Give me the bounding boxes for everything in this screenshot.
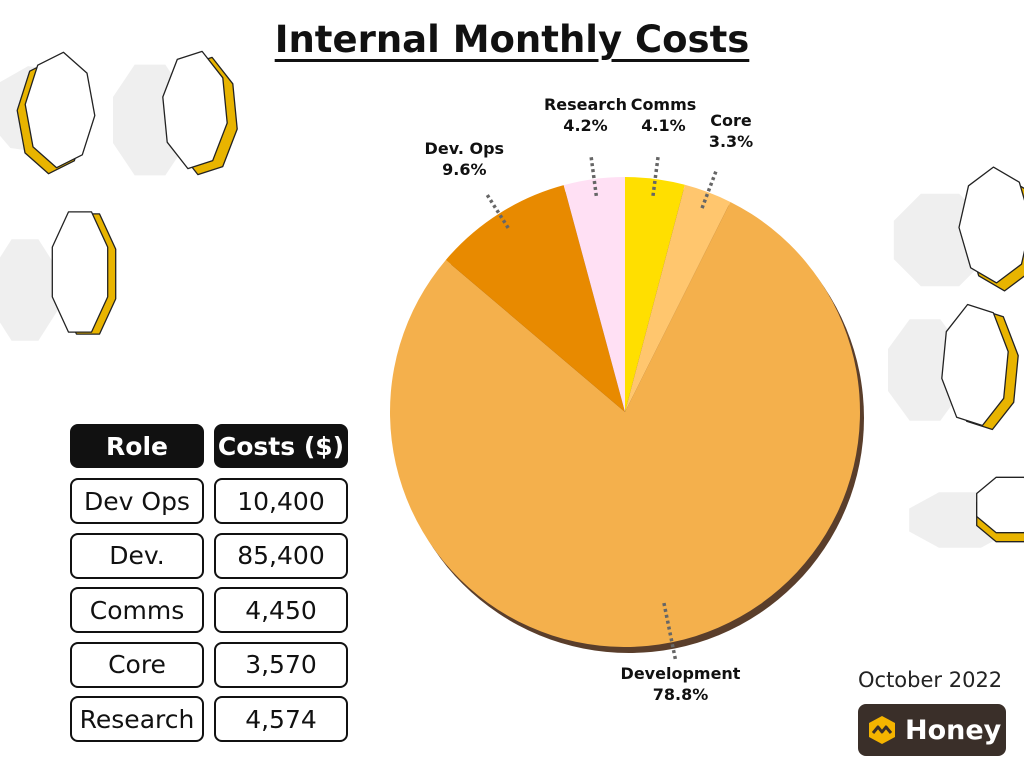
table-cell-role: Research [70, 696, 204, 742]
table-header-role: Role [70, 424, 204, 468]
pie-slice-comms [625, 177, 685, 412]
table-cell-role: Dev Ops [70, 478, 204, 524]
pie-leader-line [700, 168, 719, 209]
page-title: Internal Monthly Costs [274, 18, 750, 61]
pie-label-value: 4.2% [563, 115, 608, 135]
pie-label-name: Development [620, 664, 741, 684]
table-cell-cost: 4,450 [214, 587, 348, 633]
pie-slice-research [563, 177, 625, 412]
pie-slice-core [625, 184, 731, 412]
pie-label-name: Core [710, 111, 752, 131]
pie-label: Research 4.2% [544, 94, 627, 136]
table-cell-cost: 10,400 [214, 478, 348, 524]
table-cell-cost: 85,400 [214, 532, 348, 579]
table-cell-role: Comms [70, 587, 204, 633]
pie-label-value: 78.8% [652, 685, 709, 705]
pie-slice-dev-ops [445, 185, 625, 412]
table-cell-cost: 4,574 [214, 696, 348, 742]
pie-leader-line [484, 191, 510, 229]
pie-label: Development 78.8% [621, 663, 741, 705]
pie-label: Core 3.3% [709, 110, 753, 152]
pie-label-value: 4.1% [641, 115, 686, 135]
date-label: October 2022 [858, 668, 1003, 692]
pie-label-value: 3.3% [708, 132, 754, 152]
pie-slice-development [390, 201, 861, 648]
pie-leader-line [662, 602, 678, 663]
table-cell-role: Dev. [70, 532, 204, 579]
honey-logo: Honey [858, 704, 1006, 756]
pie-label-name: Comms [630, 94, 697, 114]
brand-name: Honey [905, 714, 1002, 746]
pie-label: Dev. Ops 9.6% [425, 138, 504, 180]
table-cell-cost: 3,570 [214, 641, 348, 688]
pie-label-value: 9.6% [442, 159, 487, 179]
pie-leader-line [651, 153, 661, 197]
pie-leader-line [589, 154, 599, 197]
table-header-costs: Costs ($) [214, 424, 348, 468]
honey-logo-icon [869, 716, 895, 744]
pie-label-name: Dev. Ops [424, 138, 505, 158]
pie-label-name: Research [543, 94, 628, 114]
pie-label: Comms 4.1% [631, 94, 697, 136]
table-cell-role: Core [70, 641, 204, 688]
